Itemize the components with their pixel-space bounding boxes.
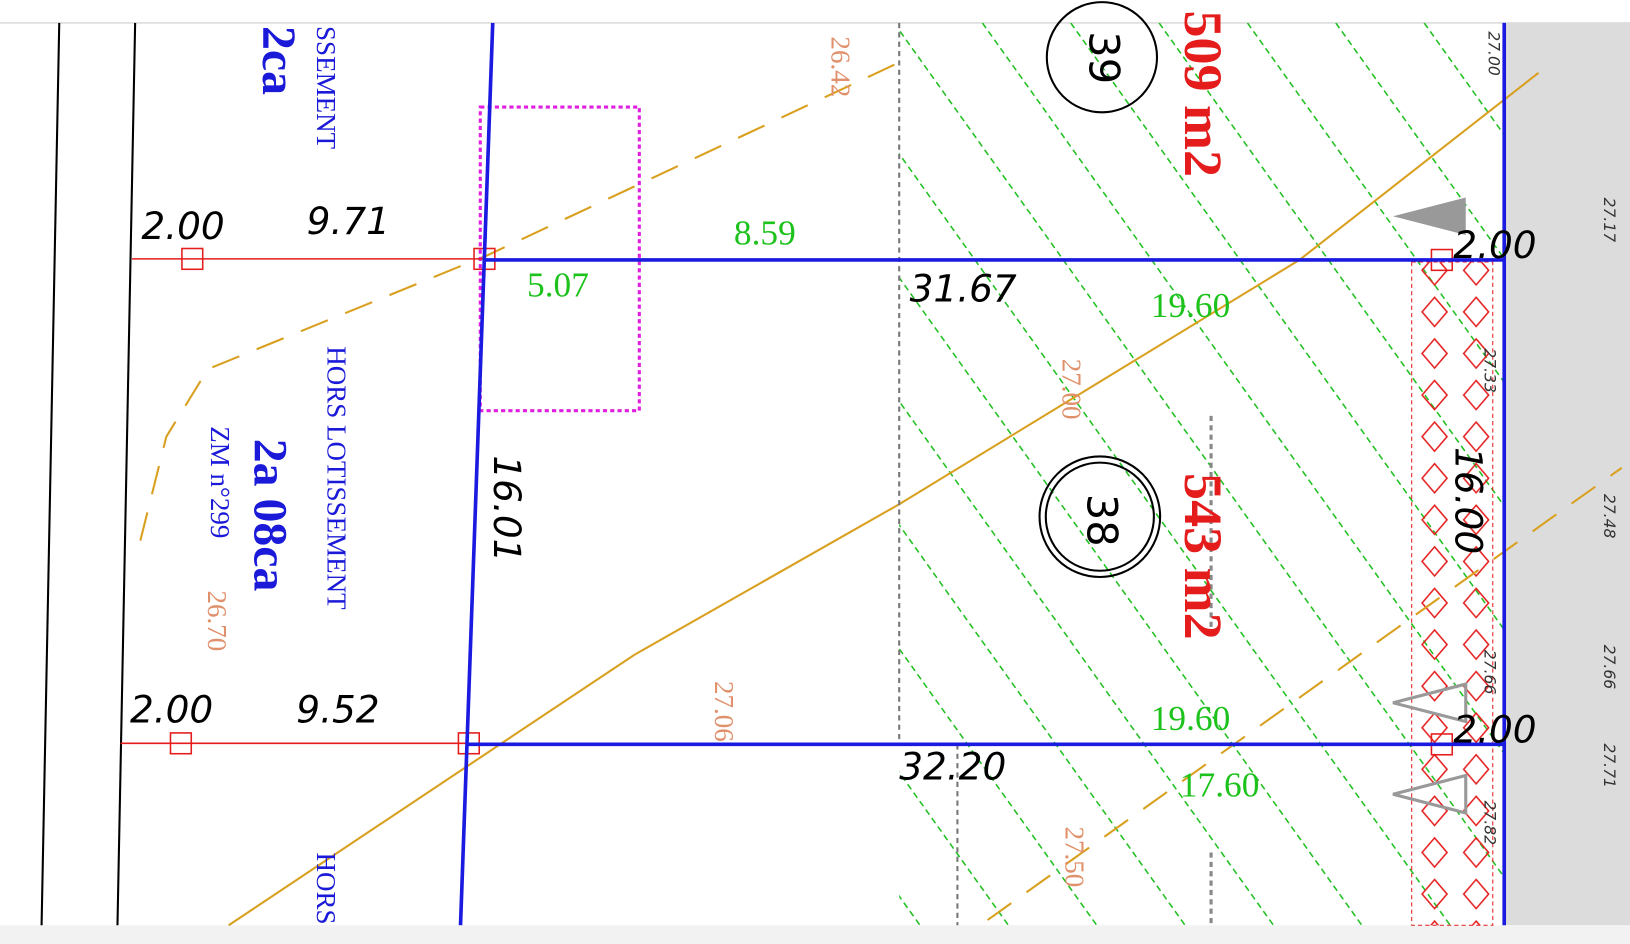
elevation: 27.33 [1480, 348, 1498, 393]
markers [170, 248, 1452, 754]
elevation: 27.50 [1060, 826, 1090, 887]
lot-area: 509 m2 [1173, 10, 1233, 177]
dimension: 19.60 [1151, 286, 1231, 325]
dimension: 32.20 [899, 745, 1006, 789]
elevation: 27.71 [1600, 743, 1618, 788]
parcel-status: HORS LOTISSEMENT [321, 346, 351, 610]
elevation: 26.70 [202, 591, 232, 652]
parcel-reference: ZM n°299 [205, 426, 235, 538]
dimension: 31.67 [910, 267, 1017, 311]
bottom-bar [0, 925, 1630, 944]
hatch-line [0, 23, 213, 925]
elevation: 27.66 [1480, 650, 1498, 695]
elevation: 27.82 [1480, 800, 1498, 845]
hatch-line [541, 23, 1186, 925]
dimension: 16.00 [1446, 447, 1490, 554]
dimension: 5.07 [527, 265, 589, 304]
lot-number: 38 [1077, 494, 1126, 547]
dimension: 2.00 [141, 204, 224, 248]
dimension: 8.59 [734, 213, 796, 252]
lot-lines [461, 23, 1505, 925]
dimension: 9.52 [296, 688, 379, 732]
parcel-area: 2ca [252, 26, 305, 95]
hatch-line [0, 23, 125, 925]
hatch-line [806, 23, 1451, 925]
page: 2.00 9.71 8.59 5.07 31.67 19.60 2.00 16.… [0, 0, 1630, 944]
boundary [117, 23, 135, 925]
dimension: 19.60 [1151, 699, 1231, 738]
hatch-line [99, 23, 744, 925]
dimension: 2.00 [1453, 223, 1536, 267]
hatch-line [0, 23, 36, 925]
elevation: 27.48 [1600, 494, 1618, 539]
parcel-status: HORS [311, 852, 341, 924]
elevation: 27.06 [709, 681, 739, 742]
hatch-line [275, 23, 920, 925]
hatch-line [364, 23, 1009, 925]
lot-area: 543 m2 [1173, 473, 1233, 640]
elevation: 27.00 [1485, 31, 1503, 76]
boundary [42, 23, 60, 925]
contour [229, 73, 1539, 925]
elevation: 27.66 [1600, 645, 1618, 690]
dimension: 16.01 [485, 455, 529, 562]
hatch-line [452, 23, 1097, 925]
hatch-line [0, 23, 478, 925]
lot-number: 39 [1079, 31, 1128, 84]
parcel-area: 2a 08ca [244, 439, 297, 592]
dimension: 17.60 [1180, 765, 1260, 804]
elevation: 26.42 [826, 36, 856, 97]
elevation: 27.00 [1056, 359, 1086, 420]
parcel-status: SSEMENT [311, 26, 341, 150]
dimension: 2.00 [130, 688, 213, 732]
dimension: 9.71 [307, 199, 390, 243]
hatch-line [717, 23, 1362, 925]
top-bar [0, 0, 1630, 23]
elevation: 27.17 [1600, 198, 1618, 243]
plan: 2.00 9.71 8.59 5.07 31.67 19.60 2.00 16.… [0, 0, 1630, 944]
dimension: 2.00 [1453, 707, 1536, 751]
